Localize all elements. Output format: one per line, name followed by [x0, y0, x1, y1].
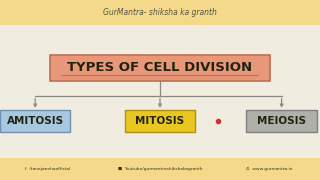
Text: ⊙  www.gurmantra.in: ⊙ www.gurmantra.in	[245, 167, 292, 171]
Text: AMITOSIS: AMITOSIS	[7, 116, 64, 126]
Bar	[0, 158, 320, 180]
Bar	[0, 0, 320, 25]
Text: ■  Youtube/gurmantrashikshakagranth: ■ Youtube/gurmantrashikshakagranth	[118, 167, 202, 171]
FancyBboxPatch shape	[246, 110, 317, 132]
Text: MITOSIS: MITOSIS	[135, 116, 185, 126]
FancyBboxPatch shape	[0, 110, 70, 132]
FancyBboxPatch shape	[50, 55, 270, 81]
Text: MEIOSIS: MEIOSIS	[257, 116, 306, 126]
Text: f  /tanejanehaofficial: f /tanejanehaofficial	[25, 167, 71, 171]
Text: TYPES OF CELL DIVISION: TYPES OF CELL DIVISION	[68, 61, 252, 74]
FancyBboxPatch shape	[125, 110, 195, 132]
Text: GurMantra- shiksha ka granth: GurMantra- shiksha ka granth	[103, 8, 217, 17]
